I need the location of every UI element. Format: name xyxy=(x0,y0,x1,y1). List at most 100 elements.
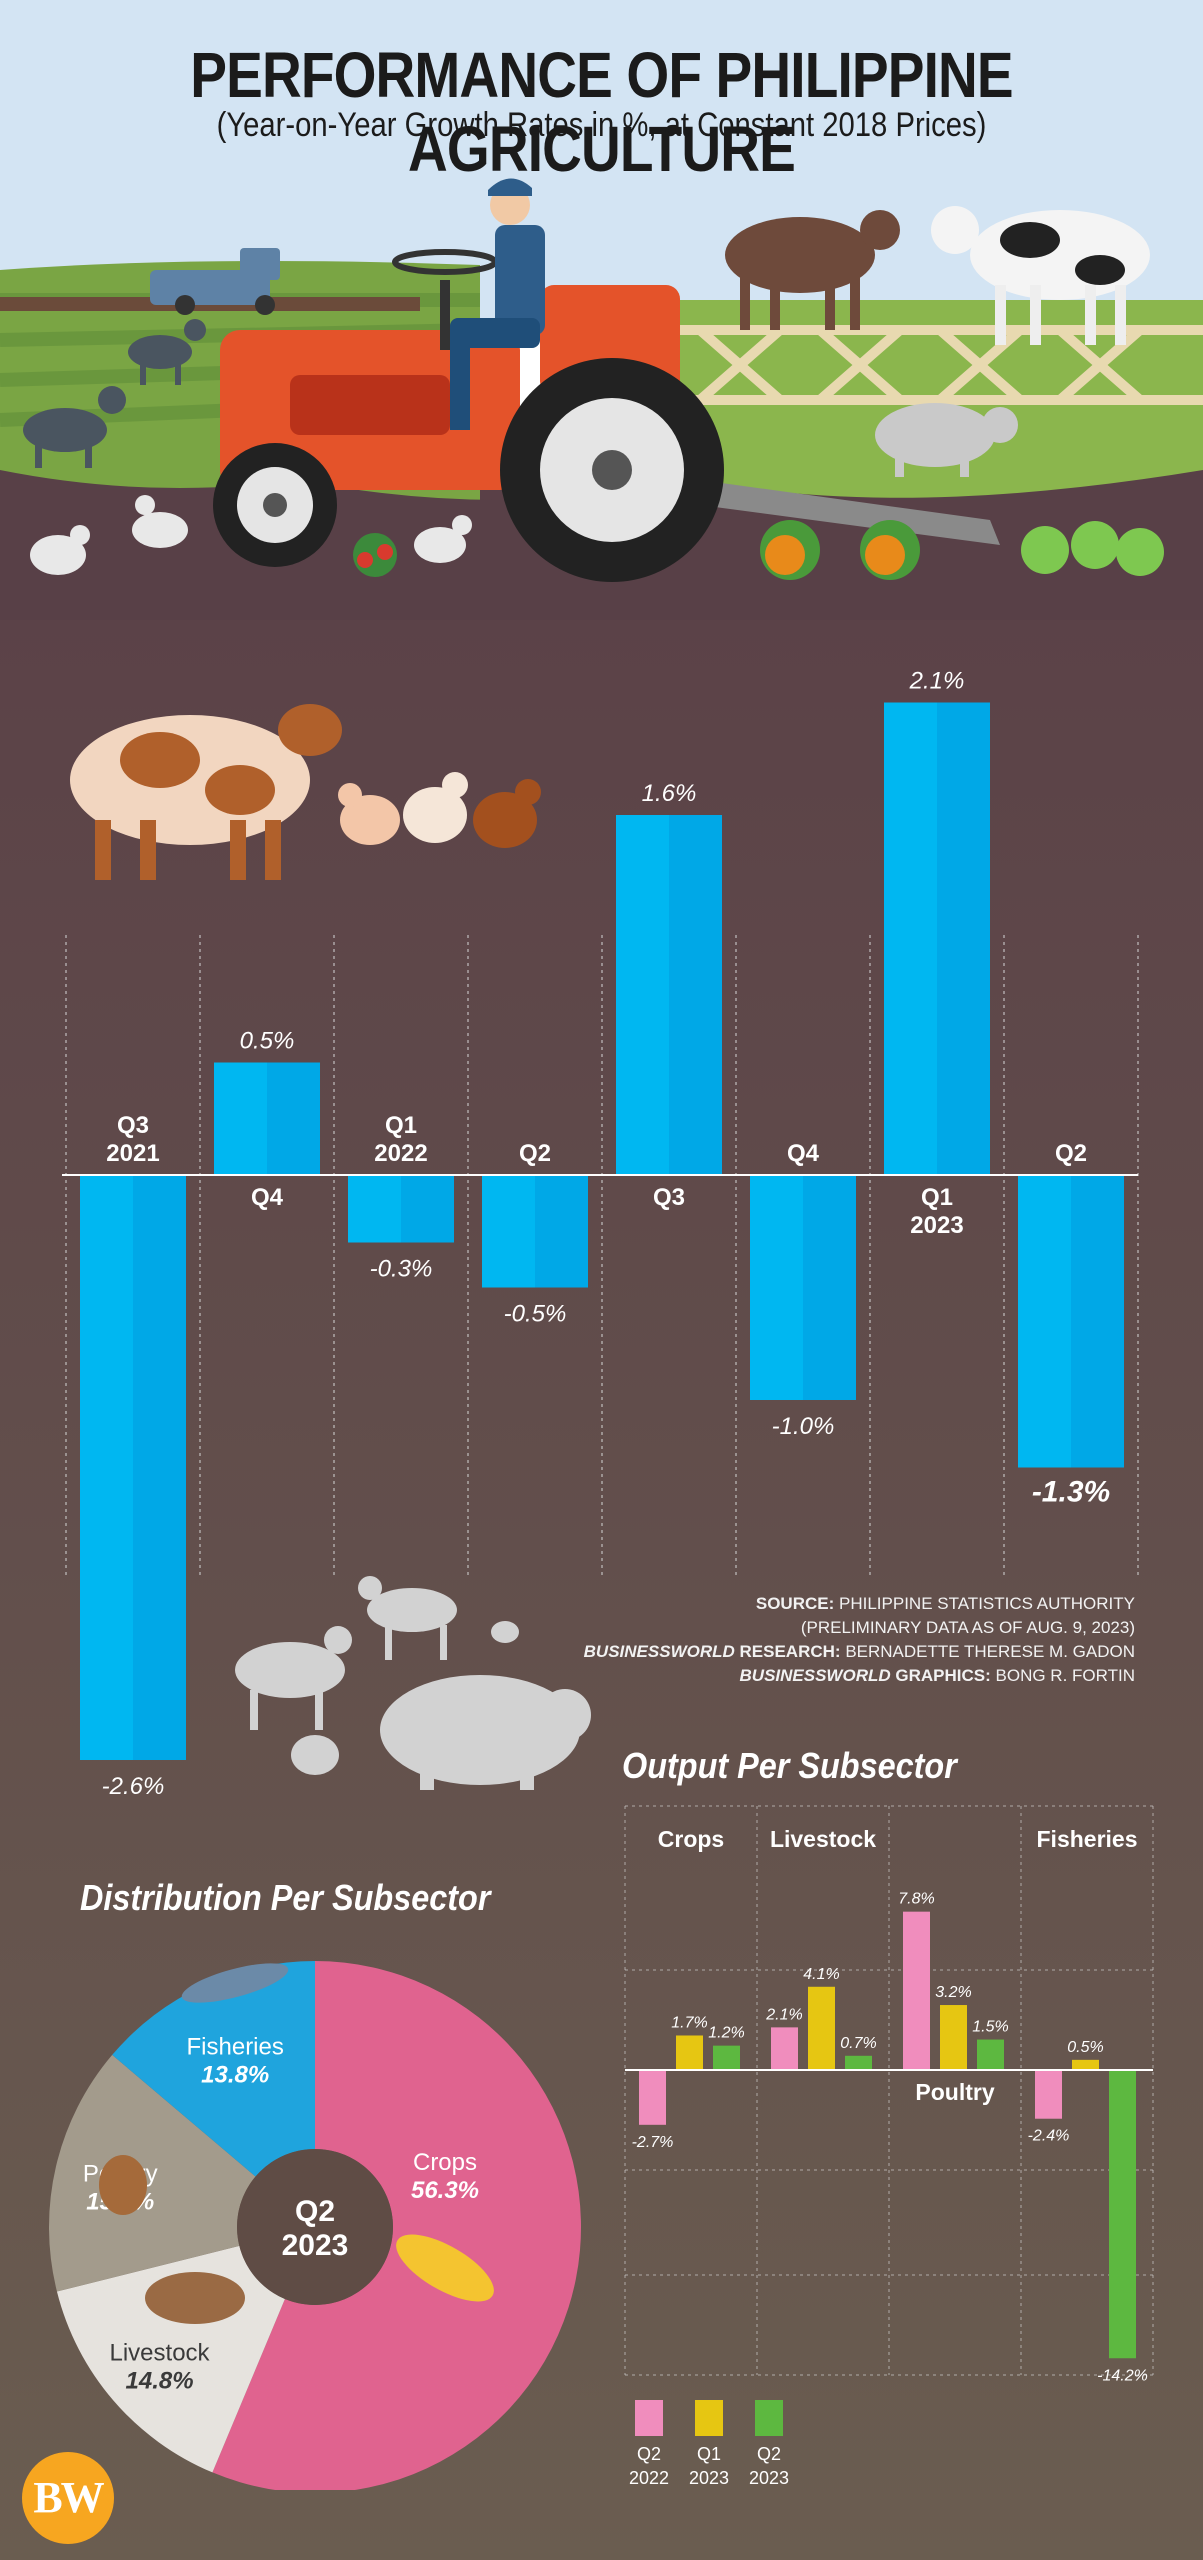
legend-swatch-2 xyxy=(755,2400,783,2436)
hen-icon xyxy=(99,2155,147,2215)
category-label-0: 2021 xyxy=(106,1140,159,1167)
data-label-fisheries-1: 0.5% xyxy=(1067,2039,1103,2056)
legend-label-0: Q2 xyxy=(637,2444,661,2464)
research-label: RESEARCH: xyxy=(739,1642,841,1661)
pig-icon xyxy=(875,403,1018,477)
data-label-6: 2.1% xyxy=(909,668,965,695)
slice-value-0: 56.3% xyxy=(411,2177,479,2204)
category-label-2: Q1 xyxy=(385,1112,417,1139)
data-label-poultry-1: 3.2% xyxy=(935,1984,971,2001)
data-label-crops-2: 1.2% xyxy=(708,2025,744,2042)
bar-crops-2 xyxy=(713,2045,740,2070)
legend-label-2: 2023 xyxy=(749,2468,789,2488)
legend-label-1: 2023 xyxy=(689,2468,729,2488)
category-label-2: 2022 xyxy=(374,1140,427,1167)
distribution-title: Distribution Per Subsector xyxy=(80,1877,491,1918)
data-label-crops-0: -2.7% xyxy=(632,2134,674,2151)
bar-shade-7 xyxy=(1071,1175,1124,1468)
graphics-label: GRAPHICS: xyxy=(895,1666,991,1685)
slice-fisheries xyxy=(112,1961,315,2177)
bar-fisheries-2 xyxy=(1109,2070,1136,2359)
fence-icon xyxy=(660,325,1203,405)
distribution-donut-chart: Q22023Crops56.3%Livestock14.8%Poultry15.… xyxy=(48,1961,581,2490)
data-label-2: -0.3% xyxy=(370,1256,433,1283)
legend-label-1: Q1 xyxy=(697,2444,721,2464)
data-label-4: 1.6% xyxy=(642,780,697,807)
bar-livestock-0 xyxy=(771,2027,798,2070)
slice-value-1: 14.8% xyxy=(126,2368,194,2395)
data-label-livestock-2: 0.7% xyxy=(840,2035,876,2052)
category-label-5: Q4 xyxy=(787,1140,820,1167)
tractor-icon xyxy=(213,249,1000,582)
data-label-poultry-0: 7.8% xyxy=(898,1891,934,1908)
donut-center-label: Q2 xyxy=(295,2195,335,2228)
category-label-6: Q1 xyxy=(921,1184,953,1211)
category-label-0: Crops xyxy=(658,1826,724,1852)
bar-poultry-0 xyxy=(903,1911,930,2070)
output-subsector-chart: Crops Livestock Poultry Fisheries -2.7% 1.7%1… xyxy=(624,1805,1154,2488)
page-title: PERFORMANCE OF PHILIPPINE AGRICULTURE xyxy=(190,39,1013,185)
graphics-org: BUSINESSWORLD xyxy=(739,1666,891,1685)
bar-shade-6 xyxy=(937,702,990,1175)
category-label-4: Q3 xyxy=(653,1184,685,1211)
data-label-livestock-0: 2.1% xyxy=(765,2006,802,2023)
brown-cow-icon xyxy=(725,210,900,330)
data-label-0: -2.6% xyxy=(102,1773,165,1800)
source-text: PHILIPPINE STATISTICS AUTHORITY xyxy=(839,1594,1135,1613)
goat-icon xyxy=(23,319,206,468)
truck-icon xyxy=(150,248,280,315)
data-label-3: -0.5% xyxy=(504,1301,567,1328)
slice-crops xyxy=(212,1961,581,2490)
bar-poultry-2 xyxy=(977,2039,1004,2070)
hens-icon xyxy=(338,772,541,848)
slice-poultry xyxy=(48,2054,256,2292)
bar-crops-1 xyxy=(676,2035,703,2070)
corn-icon xyxy=(396,2234,494,2302)
slice-name-0: Crops xyxy=(413,2149,477,2176)
holstein-cow-icon xyxy=(931,206,1150,345)
category-label-6: 2023 xyxy=(910,1212,963,1239)
bar-shade-3 xyxy=(535,1175,588,1288)
legend-label-0: 2022 xyxy=(629,2468,669,2488)
category-label-3: Fisheries xyxy=(1037,1826,1138,1852)
data-label-fisheries-0: -2.4% xyxy=(1028,2128,1070,2145)
page-subtitle: (Year-on-Year Growth Rates in %, at Cons… xyxy=(216,106,987,144)
livestock-silhouettes-icon xyxy=(235,1576,591,1790)
bar-livestock-1 xyxy=(808,1986,835,2070)
research-credit: BUSINESSWORLD RESEARCH: BERNADETTE THERE… xyxy=(584,1642,1135,1662)
category-label-7: Q2 xyxy=(1055,1140,1087,1167)
graphics-credit: BUSINESSWORLD GRAPHICS: BONG R. FORTIN xyxy=(740,1666,1135,1686)
data-label-fisheries-2: -14.2% xyxy=(1097,2367,1148,2384)
chicken-icon xyxy=(30,495,472,575)
source-note: (PRELIMINARY DATA AS OF AUG. 9, 2023) xyxy=(800,1618,1135,1637)
data-label-7: -1.3% xyxy=(1032,1476,1110,1509)
data-label-livestock-1: 4.1% xyxy=(803,1966,839,1983)
graphics-name: BONG R. FORTIN xyxy=(995,1666,1135,1685)
businessworld-logo: BW xyxy=(22,2452,114,2544)
bar-fisheries-0 xyxy=(1035,2070,1062,2119)
source-label: SOURCE: xyxy=(755,1594,835,1613)
source-line: SOURCE: PHILIPPINE STATISTICS AUTHORITY xyxy=(756,1594,1135,1614)
data-label-1: 0.5% xyxy=(240,1028,295,1055)
spotted-cow-icon xyxy=(70,704,342,880)
bar-shade-0 xyxy=(133,1175,186,1760)
slice-name-1: Livestock xyxy=(110,2340,211,2367)
slice-name-3: Fisheries xyxy=(187,2034,284,2061)
data-label-crops-1: 1.7% xyxy=(671,2014,707,2031)
research-org: BUSINESSWORLD xyxy=(583,1642,735,1661)
legend-label-2: Q2 xyxy=(757,2444,781,2464)
farmer-icon xyxy=(450,178,545,430)
slice-value-3: 13.8% xyxy=(201,2062,269,2089)
bar-livestock-2 xyxy=(845,2055,872,2070)
bar-crops-0 xyxy=(639,2070,666,2125)
donut-center-label: 2023 xyxy=(282,2229,349,2262)
category-label-2: Poultry xyxy=(915,2079,994,2105)
bar-poultry-1 xyxy=(940,2005,967,2070)
category-label-1: Livestock xyxy=(770,1826,876,1852)
bar-shade-2 xyxy=(401,1175,454,1243)
bar-fisheries-1 xyxy=(1072,2059,1099,2070)
vegetables-icon xyxy=(353,520,1164,580)
legend-swatch-1 xyxy=(695,2400,723,2436)
